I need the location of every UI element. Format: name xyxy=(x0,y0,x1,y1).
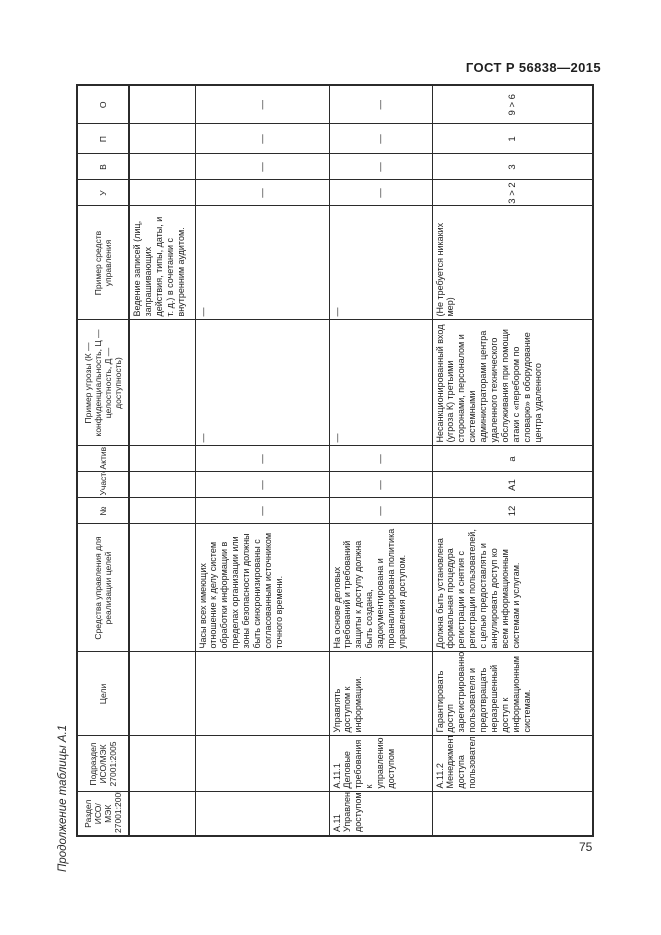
table-cell-r2-c8: — xyxy=(329,206,432,320)
table-cell-r1-c4: — xyxy=(195,498,329,524)
table-cell-r3-c5: А1 xyxy=(432,472,593,498)
column-header-10: В xyxy=(77,154,129,180)
column-header-5: Участок xyxy=(77,472,129,498)
table-cell-r0-c10 xyxy=(129,154,195,180)
table-cell-r3-c11: 1 xyxy=(432,124,593,154)
table-cell-r3-c10: 3 xyxy=(432,154,593,180)
table-cell-r3-c12: 9 > 6 xyxy=(432,85,593,124)
column-header-0: Раздел ИСО/МЭК 27001:2005 xyxy=(77,792,129,836)
table-cell-r3-c6: а xyxy=(432,446,593,472)
table-cell-r1-c0 xyxy=(195,792,329,836)
table-rotation-wrapper: Раздел ИСО/МЭК 27001:2005 Подраздел ИСО/М… xyxy=(76,84,594,837)
table-cell-r2-c2: Управлять доступом к информации. xyxy=(329,652,432,736)
table-cell-r0-c5 xyxy=(129,472,195,498)
table-row-1: Часы всех имеющих отношение к делу систе… xyxy=(195,85,329,836)
page-number: 75 xyxy=(579,840,593,854)
table-cell-r3-c0 xyxy=(432,792,593,836)
table-cell-r2-c11: — xyxy=(329,124,432,154)
table-cell-r0-c9 xyxy=(129,180,195,206)
table-cell-r0-c12 xyxy=(129,85,195,124)
table-cell-r1-c2 xyxy=(195,652,329,736)
table-cell-r1-c5: — xyxy=(195,472,329,498)
column-header-8: Пример средств управления xyxy=(77,206,129,320)
gost-table-a1: Раздел ИСО/МЭК 27001:2005 Подраздел ИСО/М… xyxy=(76,84,594,837)
table-cell-r2-c9: — xyxy=(329,180,432,206)
column-header-4: № xyxy=(77,498,129,524)
table-cell-r0-c8: Ведение записей (лиц, запрашивающих дейс… xyxy=(129,206,195,320)
table-cell-r0-c7 xyxy=(129,320,195,446)
table-cell-r1-c11: — xyxy=(195,124,329,154)
table-cell-r2-c5: — xyxy=(329,472,432,498)
table-cell-r0-c4 xyxy=(129,498,195,524)
table-cell-r1-c3: Часы всех имеющих отношение к делу систе… xyxy=(195,524,329,652)
column-header-3: Средства управления для реализации целей xyxy=(77,524,129,652)
column-header-1: Подраздел ИСО/МЭК 27001:2005 xyxy=(77,736,129,792)
table-row-0: Ведение записей (лиц, запрашивающих дейс… xyxy=(129,85,195,836)
table-cell-r2-c7: — xyxy=(329,320,432,446)
table-cell-r2-c6: — xyxy=(329,446,432,472)
table-header-row: Раздел ИСО/МЭК 27001:2005 Подраздел ИСО/М… xyxy=(77,85,129,836)
table-cell-r0-c11 xyxy=(129,124,195,154)
column-header-9: У xyxy=(77,180,129,206)
table-cell-r3-c7: Несанкционированный вход (угроза К) трет… xyxy=(432,320,593,446)
table-cell-r1-c6: — xyxy=(195,446,329,472)
table-cell-r3-c8: (Не требуется никаких мер) xyxy=(432,206,593,320)
document-standard-number: ГОСТ Р 56838—2015 xyxy=(465,60,601,75)
table-cell-r3-c3: Должна быть установлена формальная проце… xyxy=(432,524,593,652)
rotated-table-region: Раздел ИСО/МЭК 27001:2005 Подраздел ИСО/М… xyxy=(76,84,594,837)
table-cell-r2-c1: А.11.1 Деловые требования к управлению д… xyxy=(329,736,432,792)
table-cell-r2-c3: На основе деловых требований и требовани… xyxy=(329,524,432,652)
table-cell-r2-c0: А.11 Управление доступом xyxy=(329,792,432,836)
table-cell-r1-c10: — xyxy=(195,154,329,180)
table-cell-r3-c2: Гарантировать доступ зарегистрированного… xyxy=(432,652,593,736)
table-cell-r1-c8: — xyxy=(195,206,329,320)
table-cell-r2-c4: — xyxy=(329,498,432,524)
table-row-2: А.11 Управление доступом А.11.1 Деловые т… xyxy=(329,85,432,836)
table-cell-r1-c1 xyxy=(195,736,329,792)
table-cell-r3-c4: 12 xyxy=(432,498,593,524)
table-cell-r3-c9: 3 > 2 xyxy=(432,180,593,206)
table-cell-r1-c9: — xyxy=(195,180,329,206)
column-header-7: Пример угрозы (К — конфиденциальность, Ц… xyxy=(77,320,129,446)
table-cell-r0-c1 xyxy=(129,736,195,792)
table-cell-r3-c1: А.11.2 Менеджмент доступа пользователей xyxy=(432,736,593,792)
table-cell-r2-c10: — xyxy=(329,154,432,180)
column-header-6: Актив xyxy=(77,446,129,472)
column-header-12: О xyxy=(77,85,129,124)
table-row-3: А.11.2 Менеджмент доступа пользователей Г… xyxy=(432,85,593,836)
column-header-11: П xyxy=(77,124,129,154)
table-cell-r1-c7: — xyxy=(195,320,329,446)
table-cell-r0-c0 xyxy=(129,792,195,836)
column-header-2: Цели xyxy=(77,652,129,736)
table-caption: Продолжение таблицы А.1 xyxy=(57,724,69,872)
table-cell-r0-c2 xyxy=(129,652,195,736)
table-cell-r1-c12: — xyxy=(195,85,329,124)
table-cell-r2-c12: — xyxy=(329,85,432,124)
table-cell-r0-c3 xyxy=(129,524,195,652)
table-cell-r0-c6 xyxy=(129,446,195,472)
